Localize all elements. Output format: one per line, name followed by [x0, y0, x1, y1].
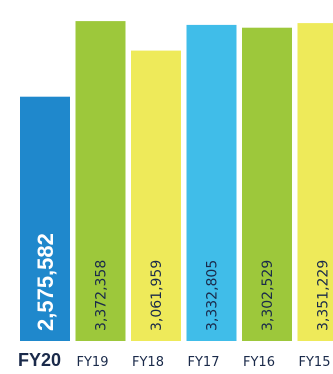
bar-fy15	[297, 23, 333, 341]
category-ticks-group: FY20 FY19 FY18 FY17 FY16 FY15	[18, 350, 330, 370]
tick-label-fy16: FY16	[243, 355, 275, 370]
tick-label-fy19: FY19	[77, 355, 109, 370]
tick-label-fy17: FY17	[188, 355, 220, 370]
bar-fy19	[75, 21, 126, 341]
value-label-fy16: 3,302,529	[260, 260, 276, 331]
bar-fy20	[20, 96, 70, 341]
value-label-fy19: 3,372,358	[94, 260, 110, 331]
bar-fy18	[131, 50, 181, 341]
bar-fy17	[186, 24, 237, 342]
value-label-fy20: 2,575,582	[33, 233, 58, 331]
bars-group	[20, 21, 333, 342]
value-label-fy15: 3,351,229	[316, 260, 332, 331]
tick-label-fy18: FY18	[132, 355, 164, 370]
tick-label-fy20: FY20	[18, 350, 61, 370]
value-labels-group: 2,575,582 3,372,358 3,061,959 3,332,805 3,30…	[33, 233, 332, 331]
bar-fy16	[242, 27, 292, 341]
value-label-fy17: 3,332,805	[205, 260, 221, 331]
value-label-fy18: 3,061,959	[149, 260, 165, 331]
tick-label-fy15: FY15	[299, 355, 331, 370]
